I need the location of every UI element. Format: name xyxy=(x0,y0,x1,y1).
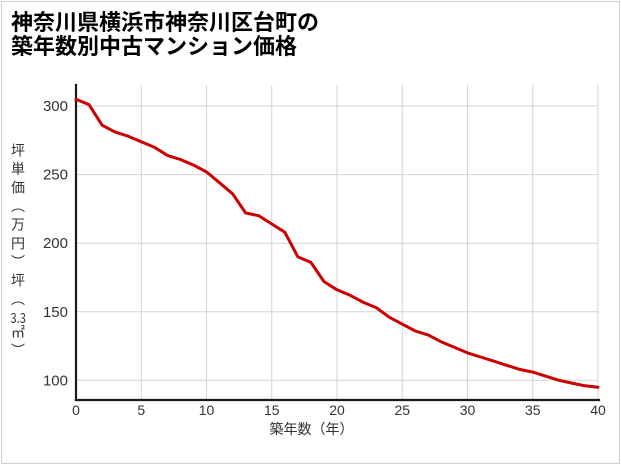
svg-text:15: 15 xyxy=(264,402,280,418)
svg-text:0: 0 xyxy=(72,402,80,418)
svg-text:300: 300 xyxy=(43,98,68,115)
svg-text:100: 100 xyxy=(43,372,68,389)
svg-text:5: 5 xyxy=(137,402,145,418)
svg-text:35: 35 xyxy=(525,402,541,418)
svg-text:40: 40 xyxy=(590,402,606,418)
svg-text:10: 10 xyxy=(199,402,215,418)
svg-text:150: 150 xyxy=(43,304,68,321)
svg-text:25: 25 xyxy=(394,402,410,418)
svg-text:20: 20 xyxy=(329,402,345,418)
svg-text:200: 200 xyxy=(43,235,68,252)
svg-text:30: 30 xyxy=(460,402,476,418)
svg-text:250: 250 xyxy=(43,167,68,184)
